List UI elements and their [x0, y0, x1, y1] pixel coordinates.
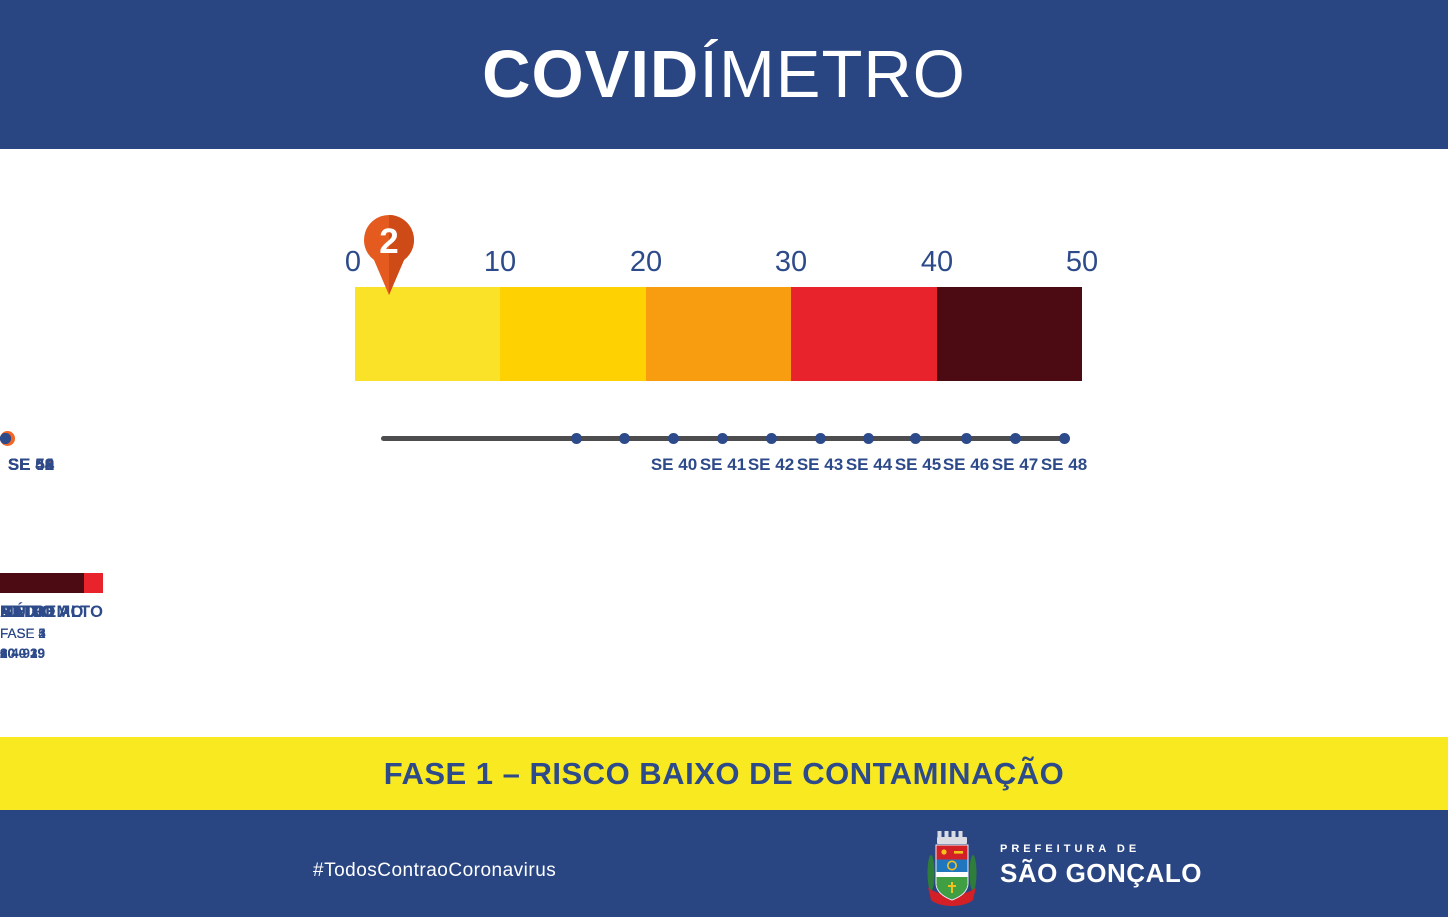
legend-range: 20 – 29: [0, 646, 46, 661]
legend-range: 10 – 19: [0, 646, 46, 661]
gauge-segment-alto: [645, 287, 792, 381]
legend-fase: FASE 4: [0, 626, 46, 641]
timeline-dot: [619, 433, 630, 444]
map-pin-icon: [364, 215, 414, 295]
legend-text: BAIXO FASE 1 0 – 9: [0, 603, 54, 661]
legend-title: BAIXO: [0, 603, 54, 621]
gauge-segment-medio: [500, 287, 646, 381]
timeline-week-label: SE 43: [796, 455, 844, 474]
legend-fase: FASE 2: [0, 626, 46, 641]
timeline-dot: [571, 433, 582, 444]
timeline-week-label-highlighted: SE 51: [7, 455, 55, 474]
timeline-week-label: SE 45: [894, 455, 942, 474]
legend-range: 0 – 9: [0, 646, 31, 661]
page-title: COVIDÍMETRO: [482, 41, 966, 108]
header-banner: COVIDÍMETRO: [0, 0, 1448, 149]
timeline-dot: [910, 433, 921, 444]
legend-range: ≤ 40: [0, 646, 27, 661]
legend-fase: FASE 3: [0, 626, 46, 641]
legend-title: EXTREMO: [0, 603, 84, 621]
timeline-week-label: SE 49: [7, 455, 55, 474]
legend-range: 30 – 39: [0, 646, 46, 661]
timeline-dot: [961, 433, 972, 444]
timeline-dot: [1010, 433, 1021, 444]
legend-fase: FASE 5: [0, 626, 46, 641]
timeline-week-label: SE 41: [699, 455, 747, 474]
gauge-tick-0: 0: [344, 246, 362, 278]
legend-text: MUITO ALTO FASE 4 30 – 39: [0, 603, 103, 661]
legend-text: EXTREMO FASE 5 ≤ 40: [0, 603, 84, 661]
gauge-tick-30: 30: [774, 246, 808, 278]
gauge-bar: [355, 287, 1083, 381]
gauge-segment-extremo: [936, 287, 1083, 381]
timeline-week-label: SE 47: [991, 455, 1039, 474]
status-banner-text: FASE 1 – RISCO BAIXO DE CONTAMINAÇÃO: [383, 755, 1065, 791]
legend-swatch: [0, 573, 84, 593]
timeline-week-label: SE 48: [1040, 455, 1088, 474]
timeline-week-label: SE 40: [650, 455, 698, 474]
legend-fase: FASE 1: [0, 626, 46, 641]
gauge-tick-20: 20: [629, 246, 663, 278]
timeline-week-label: SE 54: [7, 455, 55, 474]
timeline-dot: [766, 433, 777, 444]
org-city-name: SÃO GONÇALO: [1000, 858, 1202, 888]
timeline-dot: [668, 433, 679, 444]
timeline-dot: [815, 433, 826, 444]
campaign-hashtag: #TodosContraoCoronavirus: [313, 860, 557, 881]
page-title-light: ÍMETRO: [699, 37, 966, 112]
timeline-week-label: SE 46: [942, 455, 990, 474]
timeline-dot: [863, 433, 874, 444]
gauge-tick-40: 40: [920, 246, 954, 278]
timeline-week-label: SE 52: [7, 455, 55, 474]
page-title-bold: COVID: [482, 37, 700, 112]
footer: [0, 810, 1448, 917]
legend-text: MÉDIO FASE 2 10 – 19: [0, 603, 56, 661]
current-value-marker: 2: [363, 214, 415, 296]
gauge-tick-50: 50: [1065, 246, 1099, 278]
legend-title: MÉDIO: [0, 603, 56, 621]
timeline-week-label: SE 50: [7, 455, 55, 474]
timeline-dot: [0, 433, 11, 444]
timeline-week-label: SE 53: [7, 455, 55, 474]
status-banner: FASE 1 – RISCO BAIXO DE CONTAMINAÇÃO: [0, 737, 1448, 810]
sao-goncalo-coat-of-arms-icon: [924, 827, 980, 914]
legend-text: ALTO FASE 3 20 – 29: [0, 603, 46, 661]
timeline-week-label: SE 42: [747, 455, 795, 474]
legend-item-extremo: EXTREMO FASE 5 ≤ 40: [0, 573, 84, 661]
legend-title: MUITO ALTO: [0, 603, 104, 621]
org-prefeitura-label: PREFEITURA DE: [1000, 843, 1141, 855]
legend-title: ALTO: [0, 603, 45, 621]
current-value-label: 2: [379, 222, 399, 261]
timeline-dot: [717, 433, 728, 444]
gauge-segment-baixo: [355, 287, 501, 381]
timeline-week-label: SE 44: [845, 455, 893, 474]
org-name-block: PREFEITURA DE SÃO GONÇALO: [1000, 843, 1202, 889]
timeline-dot: [1059, 433, 1070, 444]
gauge-tick-10: 10: [483, 246, 517, 278]
gauge-segment-muito-alto: [791, 287, 937, 381]
